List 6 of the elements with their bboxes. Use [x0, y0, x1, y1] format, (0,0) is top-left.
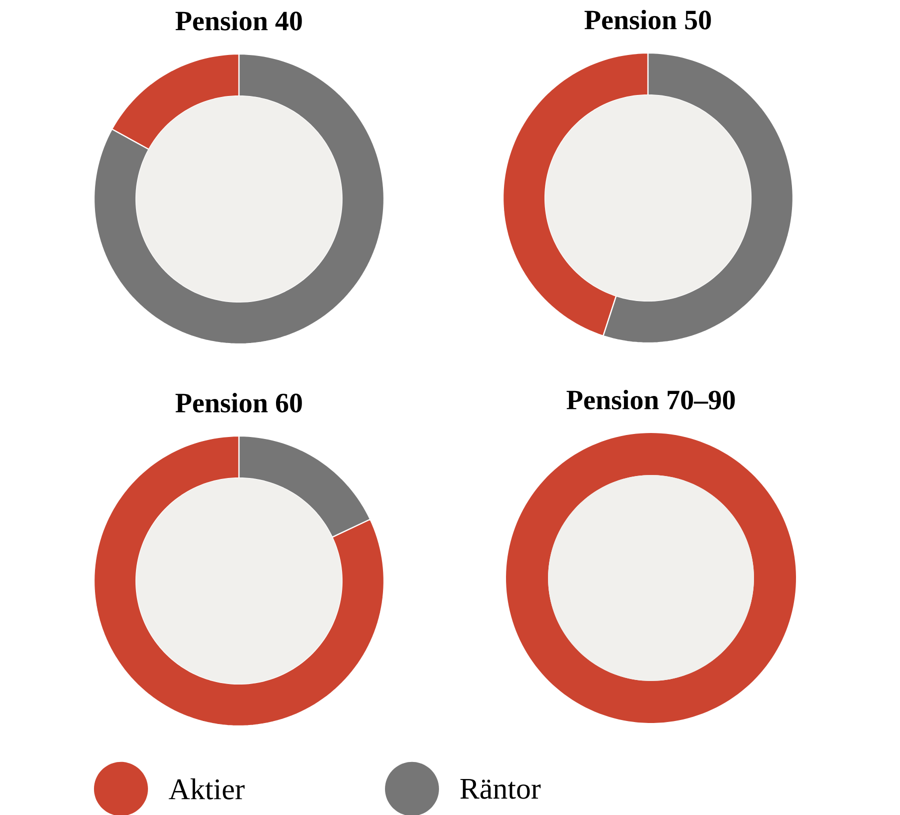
chart-title: Pension 60	[176, 392, 302, 412]
chart-title: Pension 40	[176, 10, 302, 30]
chart-title: Pension 70–90	[566, 390, 735, 410]
legend-label: Aktier	[168, 778, 245, 800]
legend-label: Räntor	[460, 778, 541, 799]
chart-title: Pension 50	[584, 10, 711, 30]
